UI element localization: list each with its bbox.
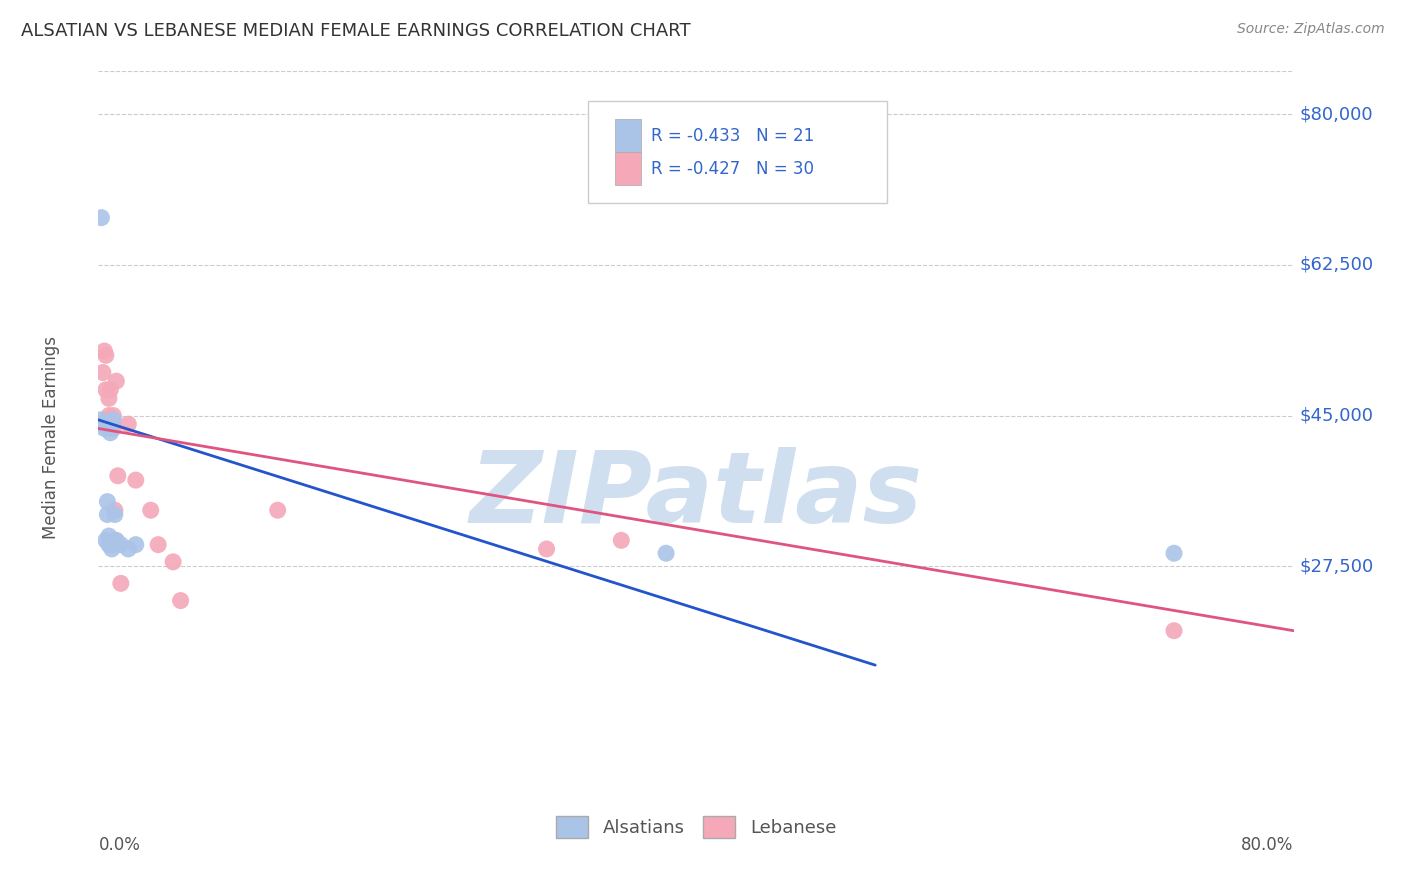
Point <box>110 538 132 552</box>
Text: $62,500: $62,500 <box>1299 256 1374 274</box>
Text: 0.0%: 0.0% <box>98 836 141 854</box>
Point <box>94 348 117 362</box>
Point <box>89 413 111 427</box>
Bar <box>614 119 641 152</box>
Point <box>125 538 148 552</box>
Point <box>97 538 120 552</box>
Point <box>125 473 148 487</box>
Point <box>94 383 117 397</box>
Point <box>117 541 139 556</box>
Point <box>104 508 127 522</box>
Point <box>96 417 118 432</box>
Point <box>93 421 115 435</box>
Text: ZIPatlas: ZIPatlas <box>470 447 922 544</box>
Point <box>101 421 124 435</box>
Text: R = -0.427   N = 30: R = -0.427 N = 30 <box>651 160 814 178</box>
Point <box>90 211 112 225</box>
Point <box>105 374 128 388</box>
Point <box>104 503 127 517</box>
Text: ALSATIAN VS LEBANESE MEDIAN FEMALE EARNINGS CORRELATION CHART: ALSATIAN VS LEBANESE MEDIAN FEMALE EARNI… <box>21 22 690 40</box>
Point <box>267 503 290 517</box>
Point <box>98 425 122 440</box>
Point <box>98 383 122 397</box>
Point <box>94 417 117 432</box>
Point <box>103 409 125 423</box>
Text: $80,000: $80,000 <box>1299 105 1374 123</box>
Point <box>93 344 115 359</box>
Point <box>139 503 162 517</box>
Point <box>107 468 129 483</box>
Point <box>101 541 124 556</box>
Point <box>110 576 132 591</box>
Point <box>98 417 122 432</box>
Bar <box>614 152 641 185</box>
Point <box>96 508 118 522</box>
Legend: Alsatians, Lebanese: Alsatians, Lebanese <box>548 808 844 845</box>
Text: $27,500: $27,500 <box>1299 558 1374 575</box>
Point <box>91 366 114 380</box>
Point <box>97 529 120 543</box>
Text: $45,000: $45,000 <box>1299 407 1374 425</box>
Point <box>103 538 125 552</box>
Point <box>103 421 125 435</box>
Point <box>117 417 139 432</box>
Point <box>1163 624 1185 638</box>
Point <box>104 533 127 548</box>
Point <box>97 392 120 406</box>
Point <box>103 413 125 427</box>
Point <box>1163 546 1185 560</box>
Point <box>96 413 118 427</box>
Point <box>101 417 124 432</box>
Point <box>655 546 678 560</box>
Point <box>536 541 558 556</box>
Point <box>90 417 112 432</box>
Point <box>169 593 191 607</box>
Point <box>94 533 117 548</box>
Point <box>148 538 170 552</box>
Text: Median Female Earnings: Median Female Earnings <box>42 335 59 539</box>
Text: R = -0.433   N = 21: R = -0.433 N = 21 <box>651 127 814 145</box>
Text: 80.0%: 80.0% <box>1241 836 1294 854</box>
Point <box>96 494 118 508</box>
FancyBboxPatch shape <box>589 101 887 203</box>
Point <box>162 555 184 569</box>
Point <box>91 417 114 432</box>
Point <box>97 409 120 423</box>
Point <box>105 533 128 548</box>
Point <box>610 533 633 548</box>
Text: Source: ZipAtlas.com: Source: ZipAtlas.com <box>1237 22 1385 37</box>
